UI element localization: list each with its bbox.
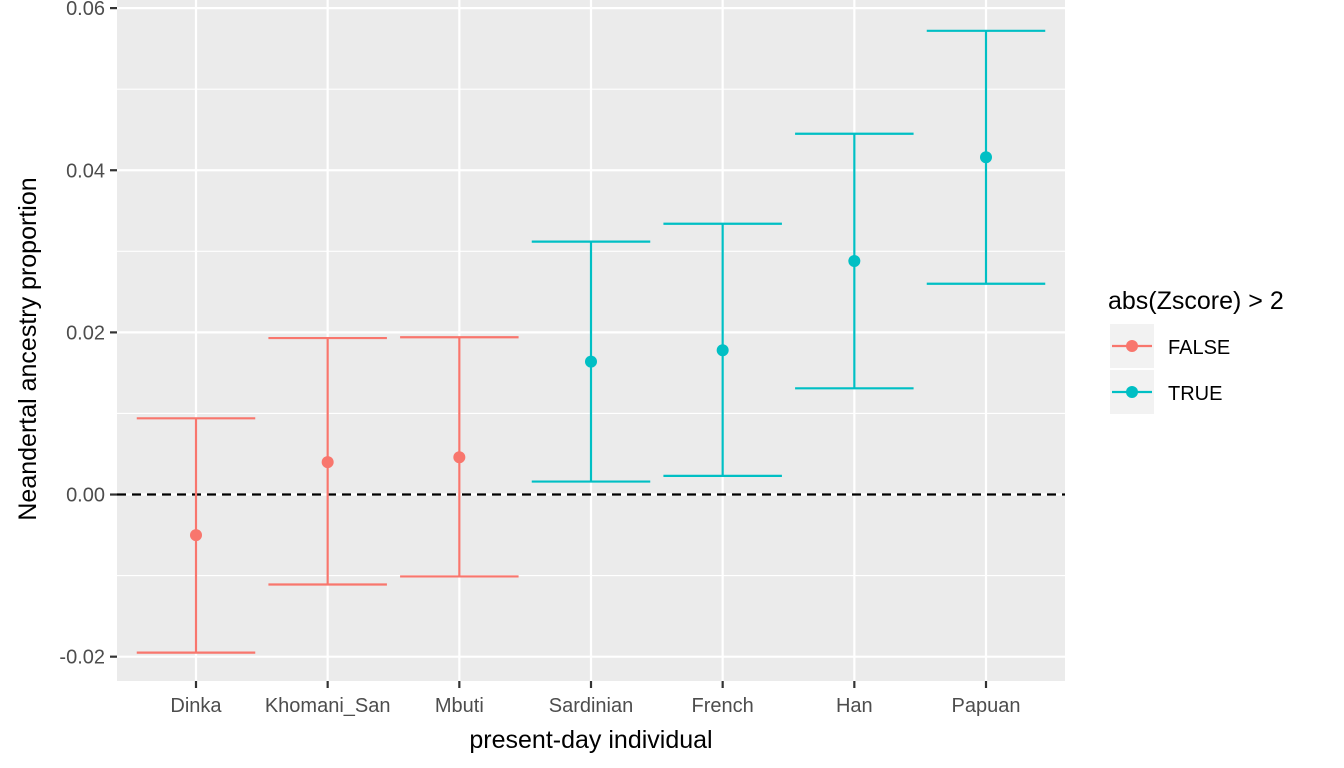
legend: abs(Zscore) > 2 FALSE TRUE: [1108, 287, 1284, 414]
x-tick-label: French: [692, 695, 754, 717]
legend-label-true: TRUE: [1168, 383, 1222, 405]
point-sardinian: [585, 355, 597, 368]
x-tick-label: Papuan: [952, 695, 1021, 717]
point-khomani-san: [321, 456, 334, 469]
y-tick-label: 0.04: [66, 160, 105, 182]
point-dinka: [190, 529, 202, 542]
x-tick-label: Sardinian: [549, 695, 634, 717]
y-tick-label: 0.02: [66, 322, 105, 344]
y-tick-label: 0.00: [66, 485, 105, 507]
legend-key-false-point: [1126, 340, 1138, 352]
y-axis-title: Neandertal ancestry proportion: [14, 177, 42, 520]
y-axis-ticks: -0.02 0.00 0.02 0.04 0.06: [59, 0, 117, 669]
point-papuan: [980, 151, 992, 164]
legend-label-false: FALSE: [1168, 337, 1230, 359]
x-axis-title: present-day individual: [469, 726, 712, 754]
point-mbuti: [453, 451, 466, 464]
y-tick-label: 0.06: [66, 0, 105, 20]
legend-title: abs(Zscore) > 2: [1108, 287, 1284, 315]
x-tick-label: Khomani_San: [265, 695, 391, 717]
points: [190, 151, 992, 542]
y-tick-label: -0.02: [59, 647, 105, 669]
point-french: [716, 344, 729, 357]
x-tick-label: Dinka: [170, 695, 222, 717]
x-axis-ticks: Dinka Khomani_San Mbuti Sardinian French Han P…: [170, 681, 1020, 717]
x-tick-label: Han: [836, 695, 873, 717]
point-han: [848, 255, 861, 268]
x-tick-label: Mbuti: [435, 695, 484, 717]
legend-key-true-point: [1126, 386, 1138, 398]
